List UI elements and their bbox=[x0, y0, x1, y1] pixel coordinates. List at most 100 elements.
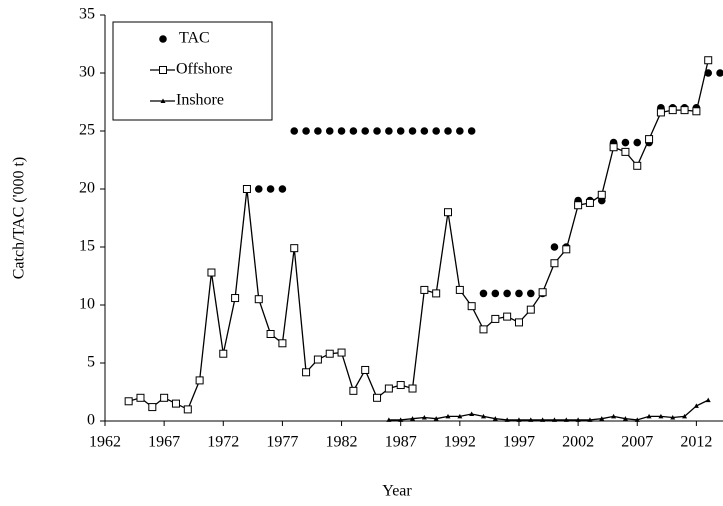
x-tick-label: 2007 bbox=[621, 434, 653, 451]
point bbox=[254, 185, 263, 193]
y-tick-label: 35 bbox=[79, 6, 95, 23]
point bbox=[290, 244, 299, 253]
point bbox=[219, 349, 228, 358]
point bbox=[526, 305, 535, 314]
point bbox=[597, 190, 606, 199]
point bbox=[704, 56, 713, 65]
legend-marker bbox=[159, 35, 167, 43]
x-tick-label: 1992 bbox=[444, 434, 476, 451]
x-tick-label: 1962 bbox=[89, 434, 121, 451]
point bbox=[420, 127, 429, 135]
point bbox=[384, 384, 393, 393]
point bbox=[408, 127, 417, 135]
point bbox=[373, 393, 382, 402]
legend-box bbox=[112, 21, 273, 121]
legend-marker bbox=[159, 66, 167, 74]
x-tick-label: 1997 bbox=[503, 434, 535, 451]
point bbox=[325, 127, 334, 135]
y-tick-label: 10 bbox=[79, 296, 95, 313]
point bbox=[621, 147, 630, 156]
point bbox=[337, 127, 346, 135]
point bbox=[278, 339, 287, 348]
x-tick-label: 1972 bbox=[207, 434, 239, 451]
point bbox=[361, 127, 370, 135]
legend-label: Offshore bbox=[176, 61, 233, 78]
point bbox=[656, 108, 665, 117]
point bbox=[514, 318, 523, 327]
point bbox=[385, 127, 393, 135]
point bbox=[290, 127, 299, 135]
point bbox=[302, 127, 310, 135]
y-tick-label: 5 bbox=[87, 354, 95, 371]
point bbox=[183, 405, 192, 414]
point bbox=[325, 349, 334, 358]
point bbox=[421, 415, 427, 420]
point bbox=[467, 127, 476, 135]
point bbox=[231, 294, 240, 303]
point bbox=[693, 403, 699, 408]
point bbox=[195, 376, 204, 385]
x-axis-label: Year bbox=[382, 483, 412, 500]
point bbox=[349, 127, 358, 135]
point bbox=[515, 289, 523, 298]
point bbox=[445, 413, 451, 419]
point bbox=[278, 185, 287, 193]
point bbox=[622, 416, 628, 421]
point bbox=[420, 285, 429, 294]
point bbox=[705, 397, 711, 403]
point bbox=[645, 135, 654, 144]
x-tick-label: 1967 bbox=[148, 434, 180, 451]
point bbox=[479, 325, 488, 334]
point bbox=[361, 365, 370, 374]
point bbox=[242, 185, 251, 193]
point bbox=[528, 417, 534, 422]
point bbox=[457, 413, 463, 419]
point bbox=[658, 413, 664, 419]
point bbox=[444, 127, 452, 135]
point bbox=[432, 127, 440, 135]
point bbox=[621, 138, 630, 147]
point bbox=[171, 399, 180, 408]
point bbox=[633, 138, 642, 147]
y-tick-label: 15 bbox=[79, 238, 95, 255]
point bbox=[480, 413, 486, 419]
y-tick-label: 30 bbox=[79, 64, 95, 81]
point bbox=[599, 416, 605, 421]
x-tick-label: 2012 bbox=[680, 434, 712, 451]
point bbox=[587, 417, 593, 422]
point bbox=[396, 127, 405, 135]
point bbox=[491, 289, 500, 298]
point bbox=[611, 413, 617, 419]
point bbox=[516, 417, 522, 422]
point bbox=[398, 417, 404, 422]
point bbox=[266, 185, 275, 193]
point bbox=[410, 416, 416, 421]
point bbox=[314, 127, 322, 135]
point bbox=[266, 330, 275, 338]
point bbox=[503, 289, 511, 298]
point bbox=[469, 411, 475, 417]
x-tick-label: 1977 bbox=[266, 434, 298, 451]
point bbox=[504, 417, 510, 422]
series-line bbox=[388, 399, 709, 421]
point bbox=[337, 348, 346, 357]
point bbox=[540, 417, 546, 422]
point bbox=[148, 403, 157, 412]
point bbox=[682, 413, 688, 419]
point bbox=[646, 413, 652, 419]
point bbox=[373, 127, 381, 135]
point bbox=[207, 268, 216, 277]
point bbox=[550, 243, 559, 251]
point bbox=[716, 69, 723, 77]
point bbox=[160, 393, 169, 402]
point bbox=[136, 393, 145, 402]
point bbox=[396, 381, 405, 390]
point bbox=[503, 312, 512, 321]
y-tick-label: 0 bbox=[87, 412, 95, 429]
point bbox=[551, 417, 557, 422]
point bbox=[349, 386, 358, 395]
point bbox=[633, 161, 642, 170]
point bbox=[668, 106, 677, 115]
point bbox=[634, 417, 640, 422]
